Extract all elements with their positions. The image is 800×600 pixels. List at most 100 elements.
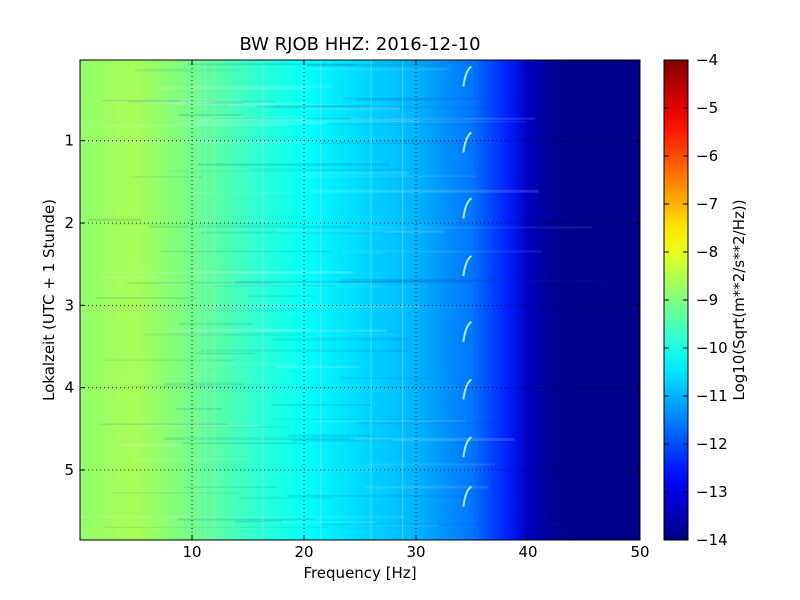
noise-band bbox=[262, 521, 377, 524]
noise-band bbox=[95, 297, 198, 300]
colorbar-tick-label: −7 bbox=[696, 195, 718, 213]
noise-band bbox=[129, 176, 203, 178]
noise-band bbox=[107, 276, 158, 279]
noise-band bbox=[342, 250, 542, 253]
noise-band bbox=[256, 105, 369, 108]
noise-band bbox=[198, 163, 389, 166]
noise-band bbox=[161, 251, 332, 253]
noise-band bbox=[357, 421, 497, 425]
noise-band bbox=[324, 124, 513, 126]
noise-band bbox=[86, 99, 245, 102]
x-tick-label: 30 bbox=[406, 543, 425, 561]
noise-band bbox=[271, 404, 371, 406]
x-axis-label: Frequency [Hz] bbox=[303, 564, 416, 582]
y-tick-label: 5 bbox=[64, 461, 74, 479]
noise-band bbox=[164, 382, 242, 386]
noise-band bbox=[144, 333, 314, 336]
recurring-signal bbox=[462, 436, 473, 458]
noise-band bbox=[248, 295, 314, 297]
colorbar-tick-label: −8 bbox=[696, 243, 718, 261]
recurring-signal bbox=[462, 320, 473, 342]
noise-band bbox=[287, 494, 519, 497]
noise-band bbox=[171, 515, 406, 518]
noise-band bbox=[177, 518, 314, 521]
x-tick-label: 40 bbox=[518, 543, 537, 561]
noise-band bbox=[80, 140, 307, 144]
plot-frame bbox=[79, 59, 641, 541]
colorbar-tick-label: −10 bbox=[696, 339, 728, 357]
noise-band bbox=[277, 230, 445, 233]
y-tick-label: 2 bbox=[64, 214, 74, 232]
noise-band bbox=[226, 328, 305, 331]
noise-band bbox=[157, 87, 307, 90]
chart-title: BW RJOB HHZ: 2016-12-10 bbox=[239, 34, 480, 55]
plot-area bbox=[80, 60, 640, 540]
noise-band bbox=[272, 337, 408, 341]
noise-band bbox=[318, 141, 485, 144]
noise-band bbox=[212, 285, 336, 287]
noise-band bbox=[80, 515, 191, 518]
noise-band bbox=[319, 523, 565, 526]
grid-lines bbox=[80, 60, 640, 540]
noise-band bbox=[373, 61, 551, 64]
noise-band bbox=[211, 276, 310, 278]
recurring-signal bbox=[462, 485, 473, 507]
colorbar: −4 −5 −6 −7 −8 −9 −10 −11 −12 −13 −14 Log10(Sqrt(m… bbox=[663, 51, 748, 549]
y-axis: 1 2 3 4 5 bbox=[64, 132, 640, 479]
recurring-signal bbox=[462, 197, 473, 219]
noise-band bbox=[309, 189, 539, 193]
noise-band bbox=[249, 168, 425, 171]
y-axis-label: Lokalzeit (UTC + 1 Stunde) bbox=[40, 199, 58, 401]
noise-band bbox=[185, 102, 244, 105]
colorbar-tick-label: −14 bbox=[696, 531, 728, 549]
noise-band bbox=[83, 124, 289, 127]
recurring-signal bbox=[462, 131, 473, 153]
noise-band bbox=[130, 384, 215, 387]
noise-band bbox=[228, 104, 275, 107]
noise-band bbox=[271, 106, 527, 109]
x-tick-label: 20 bbox=[294, 543, 313, 561]
colorbar-ticks: −4 −5 −6 −7 −8 −9 −10 −11 −12 −13 −14 bbox=[664, 51, 728, 549]
colorbar-tick-label: −13 bbox=[696, 483, 728, 501]
noise-band bbox=[195, 352, 255, 355]
noise-band bbox=[102, 375, 253, 378]
noise-band bbox=[159, 490, 205, 492]
colorbar-label: Log10(Sqrt(m**2/s**2/Hz)) bbox=[730, 199, 748, 400]
noise-band bbox=[177, 122, 329, 125]
noise-band bbox=[105, 359, 235, 361]
colorbar-tick-label: −4 bbox=[696, 51, 718, 69]
recurring-signal bbox=[462, 255, 473, 277]
noise-band bbox=[142, 424, 259, 428]
noise-band bbox=[343, 97, 514, 100]
noise-band bbox=[104, 526, 327, 528]
noise-band bbox=[349, 117, 536, 120]
noise-band bbox=[163, 437, 350, 441]
noise-band bbox=[134, 68, 240, 72]
noise-band bbox=[190, 84, 334, 88]
x-tick-label: 50 bbox=[630, 543, 649, 561]
colorbar-tick-label: −5 bbox=[696, 99, 718, 117]
x-tick-label: 10 bbox=[182, 543, 201, 561]
x-axis: 10 20 30 40 50 bbox=[182, 60, 650, 561]
noise-band bbox=[187, 63, 357, 66]
colorbar-tick-label: −11 bbox=[696, 387, 728, 405]
noise-band bbox=[354, 437, 515, 441]
noise-band bbox=[292, 387, 336, 389]
noise-band bbox=[88, 218, 142, 222]
noise-band bbox=[185, 192, 297, 194]
noise-band bbox=[191, 362, 297, 366]
noise-band bbox=[149, 225, 351, 228]
noise-band bbox=[201, 231, 386, 234]
noise-band bbox=[214, 103, 338, 106]
noise-band bbox=[200, 349, 408, 352]
noise-band bbox=[272, 418, 435, 420]
noise-band bbox=[133, 458, 250, 461]
noise-band bbox=[102, 271, 357, 274]
noise-band bbox=[100, 423, 228, 425]
noise-band bbox=[168, 170, 383, 172]
y-tick-label: 1 bbox=[64, 132, 74, 150]
noise-band bbox=[306, 64, 447, 67]
noise-band bbox=[373, 226, 593, 229]
noise-band bbox=[364, 485, 489, 489]
noise-band bbox=[111, 492, 241, 494]
